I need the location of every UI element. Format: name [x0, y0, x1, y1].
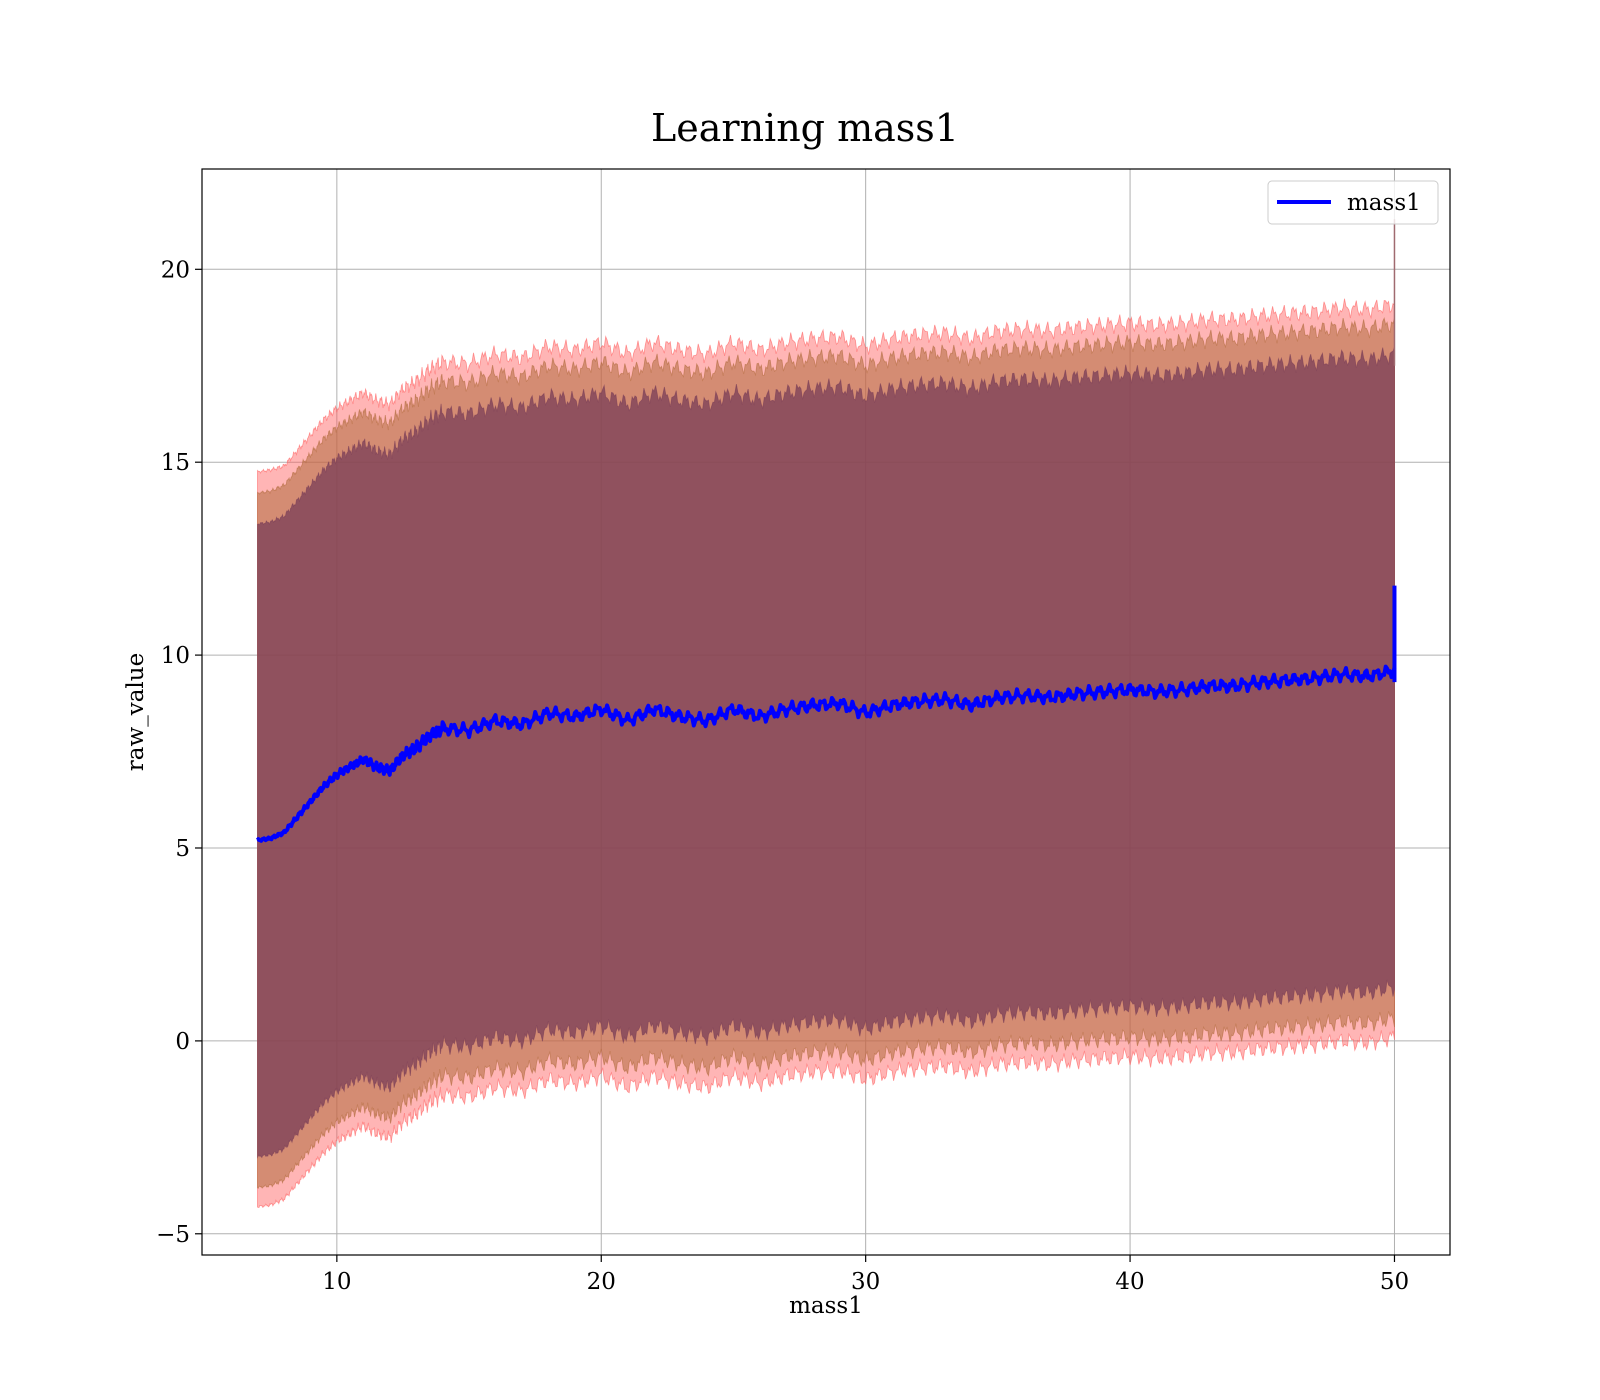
y-ticks: −5 0 5 10 15 20 — [156, 257, 202, 1248]
y-tick-label-1: 0 — [175, 1029, 190, 1055]
x-tick-label-3: 40 — [1115, 1269, 1144, 1295]
legend-label-mass1: mass1 — [1347, 190, 1421, 216]
x-tick-label-4: 50 — [1380, 1269, 1409, 1295]
y-tick-label-2: 5 — [175, 836, 190, 862]
x-axis-label: mass1 — [789, 1293, 863, 1319]
plot-frame — [201, 168, 1451, 1256]
y-tick-label-0: −5 — [156, 1222, 190, 1248]
band-2 — [257, 346, 1395, 1159]
y-tick-label-3: 10 — [161, 643, 190, 669]
line-layer — [255, 219, 1397, 843]
y-axis-label: raw_value — [123, 653, 149, 771]
bands — [257, 298, 1395, 1208]
y-tick-label-4: 15 — [161, 450, 190, 476]
series-line-mass1 — [255, 664, 1397, 843]
y-tick-label-5: 20 — [161, 257, 190, 283]
chart-title: Learning mass1 — [651, 106, 959, 150]
x-tick-label-2: 30 — [851, 1269, 880, 1295]
x-tick-label-0: 10 — [322, 1269, 351, 1295]
legend: mass1 — [1267, 180, 1439, 225]
legend-box — [1267, 180, 1439, 225]
x-tick-label-1: 20 — [587, 1269, 616, 1295]
x-ticks: 10 20 30 40 50 — [322, 1255, 1409, 1295]
